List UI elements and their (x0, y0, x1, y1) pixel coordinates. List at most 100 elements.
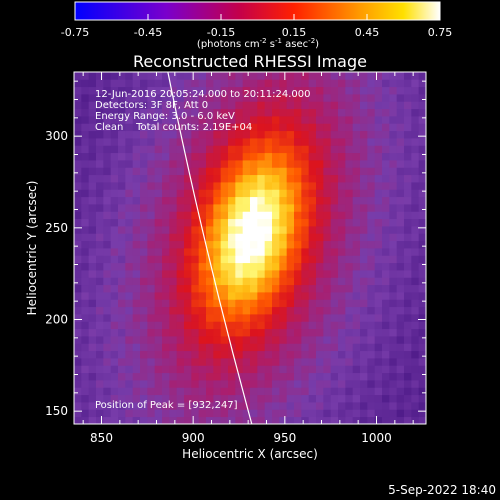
heatmap-pixel (118, 343, 126, 352)
heatmap-pixel (198, 116, 207, 124)
heatmap-pixel (418, 86, 426, 95)
heatmap-pixel (198, 240, 207, 249)
plot-frame (73, 71, 427, 425)
heatmap-pixel (279, 130, 288, 139)
heatmap-pixel (301, 182, 310, 190)
heatmap-pixel (96, 365, 104, 374)
heatmap-pixel (367, 328, 376, 337)
heatmap-pixel (125, 380, 134, 388)
heatmap-pixel (213, 262, 222, 271)
heatmap-pixel (213, 167, 222, 176)
heatmap-pixel (103, 72, 112, 80)
heatmap-pixel (264, 189, 273, 198)
heatmap-pixel (162, 240, 170, 249)
heatmap-pixel (132, 380, 141, 388)
heatmap-pixel (162, 204, 170, 212)
heatmap-pixel (132, 79, 141, 88)
heatmap-pixel (103, 314, 112, 322)
heatmap-pixel (162, 101, 170, 110)
heatmap-pixel (352, 350, 361, 359)
heatmap-pixel (206, 336, 214, 344)
heatmap-pixel (338, 402, 346, 410)
heatmap-pixel (242, 204, 251, 212)
heatmap-pixel (367, 174, 376, 183)
heatmap-pixel (404, 284, 412, 293)
heatmap-pixel (272, 277, 280, 286)
heatmap-pixel (132, 292, 141, 300)
heatmap-pixel (279, 211, 288, 220)
heatmap-pixel (213, 196, 222, 205)
heatmap-pixel (374, 314, 383, 322)
heatmap-pixel (382, 292, 390, 300)
heatmap-pixel (286, 123, 295, 132)
heatmap-pixel (220, 101, 229, 110)
heatmap-pixel (228, 196, 236, 205)
heatmap-pixel (88, 138, 97, 146)
heatmap-pixel (103, 189, 112, 198)
heatmap-pixel (272, 211, 280, 220)
heatmap-pixel (132, 189, 141, 198)
heatmap-pixel (118, 72, 126, 80)
heatmap-pixel (110, 299, 119, 308)
heatmap-pixel (88, 211, 97, 220)
heatmap-pixel (360, 402, 368, 410)
heatmap-pixel (301, 350, 310, 359)
heatmap-pixel (418, 108, 426, 117)
heatmap-pixel (132, 211, 141, 220)
heatmap-pixel (81, 108, 90, 117)
heatmap-pixel (264, 182, 273, 190)
heatmap-pixel (88, 380, 97, 388)
heatmap-pixel (74, 343, 82, 352)
heatmap-pixel (404, 292, 412, 300)
heatmap-pixel (220, 248, 229, 256)
heatmap-pixel (162, 380, 170, 388)
heatmap-pixel (396, 101, 405, 110)
heatmap-pixel (169, 86, 178, 95)
heatmap-pixel (264, 145, 273, 154)
heatmap-pixel (206, 372, 214, 381)
heatmap-pixel (96, 262, 104, 271)
heatmap-pixel (103, 101, 112, 110)
heatmap-pixel (308, 292, 317, 300)
heatmap-pixel (396, 328, 405, 337)
heatmap-pixel (74, 160, 82, 168)
heatmap-pixel (374, 292, 383, 300)
heatmap-pixel (250, 130, 258, 139)
heatmap-pixel (88, 116, 97, 124)
heatmap-pixel (323, 189, 332, 198)
heatmap-pixel (382, 86, 390, 95)
heatmap-pixel (264, 328, 273, 337)
heatmap-pixel (279, 255, 288, 264)
heatmap-pixel (345, 372, 354, 381)
heatmap-pixel (162, 248, 170, 256)
heatmap-pixel (345, 189, 354, 198)
heatmap-pixel (418, 130, 426, 139)
heatmap-pixel (169, 138, 178, 146)
heatmap-pixel (338, 314, 346, 322)
heatmap-pixel (81, 277, 90, 286)
heatmap-pixel (294, 240, 302, 249)
heatmap-pixel (272, 409, 280, 418)
heatmap-pixel (338, 174, 346, 183)
heatmap-pixel (154, 284, 163, 293)
heatmap-pixel (272, 372, 280, 381)
heatmap-pixel (220, 255, 229, 264)
heatmap-pixel (389, 270, 398, 278)
heatmap-pixel (154, 145, 163, 154)
heatmap-pixel (330, 365, 339, 374)
heatmap-pixel (250, 394, 258, 403)
heatmap-pixel (220, 394, 229, 403)
heatmap-pixel (169, 284, 178, 293)
heatmap-pixel (382, 182, 390, 190)
heatmap-pixel (125, 365, 134, 374)
heatmap-pixel (294, 416, 302, 424)
heatmap-pixel (235, 145, 244, 154)
heatmap-pixel (88, 255, 97, 264)
heatmap-pixel (374, 211, 383, 220)
heatmap-pixel (338, 160, 346, 168)
heatmap-pixel (389, 328, 398, 337)
heatmap-pixel (352, 211, 361, 220)
heatmap-pixel (81, 86, 90, 95)
heatmap-pixel (88, 387, 97, 396)
heatmap-pixel (396, 372, 405, 381)
